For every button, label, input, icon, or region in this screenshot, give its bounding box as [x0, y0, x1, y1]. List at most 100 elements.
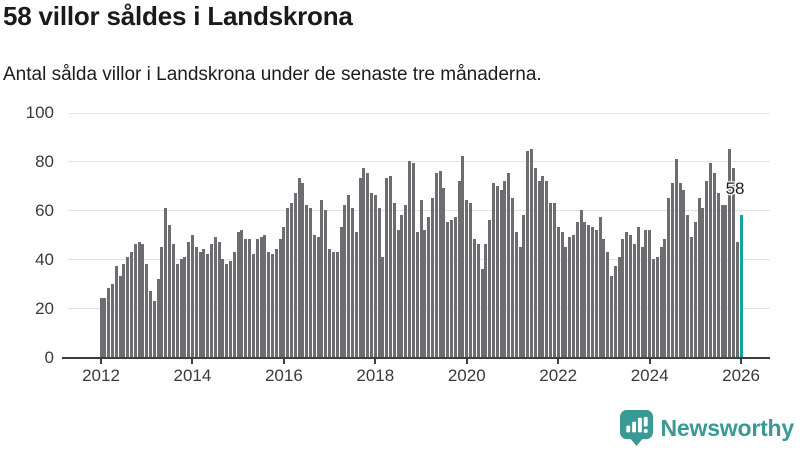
bar [293, 192, 297, 357]
bar [617, 256, 621, 357]
bar [430, 197, 434, 357]
bar [549, 202, 553, 357]
bar [255, 239, 259, 357]
bar [590, 227, 594, 357]
bar [209, 244, 213, 357]
bar [263, 234, 267, 357]
bar [476, 244, 480, 357]
bar [480, 268, 484, 357]
bar [259, 236, 263, 357]
bar [366, 173, 370, 357]
bar [415, 232, 419, 357]
bar [655, 256, 659, 357]
bar [190, 234, 194, 357]
bar [598, 217, 602, 357]
bar [373, 195, 377, 357]
highlighted-bar [739, 214, 743, 357]
bar [507, 173, 511, 357]
bar [735, 241, 739, 357]
bar [560, 232, 564, 357]
chart-subtitle: Antal sålda villor i Landskrona under de… [3, 64, 542, 85]
bar [198, 251, 202, 357]
bar [499, 190, 503, 357]
bar [392, 202, 396, 357]
bar [126, 256, 130, 357]
bar [541, 175, 545, 357]
bar-value-annotation: 58 [725, 179, 745, 198]
bar [442, 187, 446, 357]
x-axis-label: 2018 [356, 366, 395, 385]
newsworthy-logo[interactable]: Newsworthy [619, 410, 795, 446]
bar [731, 168, 735, 357]
bar [552, 202, 556, 357]
bar [278, 239, 282, 357]
bar [377, 207, 381, 357]
bar [640, 246, 644, 357]
bar [152, 300, 156, 357]
bar [225, 263, 229, 357]
y-axis-label: 40 [35, 250, 54, 269]
bar [472, 239, 476, 357]
y-axis-label: 20 [35, 299, 54, 318]
x-axis-line [62, 357, 770, 359]
bar [537, 180, 541, 357]
bar [514, 232, 518, 357]
bar [438, 170, 442, 357]
bar [667, 197, 671, 357]
bar [671, 183, 674, 357]
bar [347, 195, 351, 357]
plot-area: 58 [62, 113, 770, 359]
x-axis-tick [465, 358, 468, 364]
bar [606, 251, 610, 357]
bar [362, 168, 366, 357]
bar [118, 276, 122, 357]
bar [331, 251, 335, 357]
bar [221, 259, 225, 357]
bar [697, 197, 701, 357]
bar [545, 180, 549, 357]
bar [503, 180, 507, 357]
gridline [68, 210, 770, 211]
bar [240, 229, 244, 357]
bar [495, 185, 499, 357]
bar [232, 251, 236, 357]
bar [533, 168, 537, 357]
gridline [68, 161, 770, 162]
bar [587, 224, 591, 357]
bar [701, 207, 705, 357]
bar [350, 207, 354, 357]
bar [568, 236, 572, 357]
bar [114, 266, 118, 357]
bar [122, 263, 126, 357]
bar [720, 205, 724, 357]
bar [328, 249, 332, 357]
bar [385, 178, 389, 357]
bar [423, 229, 427, 357]
bar [411, 163, 415, 357]
x-axis-tick [557, 358, 560, 364]
x-axis-label: 2020 [447, 366, 486, 385]
bar [103, 298, 107, 357]
x-axis-label: 2022 [539, 366, 578, 385]
y-axis-label: 100 [25, 103, 54, 122]
bar [270, 254, 274, 357]
bar [648, 229, 652, 357]
bar [709, 163, 713, 357]
bar [213, 236, 217, 357]
bar [179, 259, 183, 357]
x-axis-tick [282, 358, 285, 364]
bar [453, 217, 457, 357]
bar [663, 239, 667, 357]
bar [678, 183, 682, 357]
bar [107, 288, 111, 357]
y-axis-label: 0 [44, 348, 54, 367]
bar [339, 227, 343, 357]
bar [682, 190, 686, 357]
bar [305, 205, 309, 357]
newsworthy-wordmark: Newsworthy [660, 414, 795, 441]
bar [408, 161, 412, 357]
bar [175, 263, 179, 357]
bar [644, 229, 648, 357]
bar [133, 244, 137, 357]
bar [354, 232, 358, 357]
